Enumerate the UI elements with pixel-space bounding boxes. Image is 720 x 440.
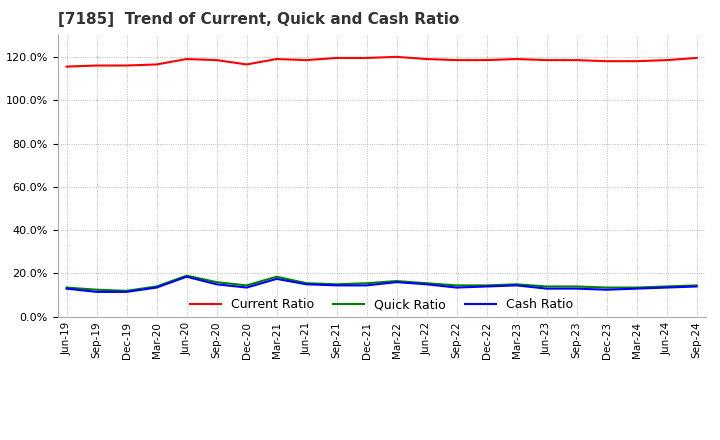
Quick Ratio: [542, 284, 551, 289]
Line: Cash Ratio: Cash Ratio: [66, 277, 697, 292]
Cash Ratio: [602, 287, 611, 292]
Legend: Current Ratio, Quick Ratio, Cash Ratio: Current Ratio, Quick Ratio, Cash Ratio: [185, 293, 578, 316]
Current Ratio: [572, 58, 581, 63]
Cash Ratio: [482, 284, 491, 289]
Quick Ratio: [662, 284, 671, 289]
Current Ratio: [212, 58, 221, 63]
Cash Ratio: [392, 279, 401, 285]
Quick Ratio: [212, 279, 221, 285]
Current Ratio: [542, 58, 551, 63]
Cash Ratio: [693, 284, 701, 289]
Quick Ratio: [122, 288, 131, 293]
Quick Ratio: [602, 285, 611, 290]
Quick Ratio: [272, 274, 281, 279]
Quick Ratio: [333, 282, 341, 287]
Current Ratio: [122, 63, 131, 68]
Cash Ratio: [452, 285, 461, 290]
Current Ratio: [153, 62, 161, 67]
Cash Ratio: [422, 282, 431, 287]
Cash Ratio: [182, 274, 191, 279]
Cash Ratio: [272, 276, 281, 282]
Quick Ratio: [153, 284, 161, 289]
Quick Ratio: [422, 281, 431, 286]
Quick Ratio: [62, 285, 71, 290]
Cash Ratio: [62, 286, 71, 291]
Current Ratio: [272, 56, 281, 62]
Current Ratio: [513, 56, 521, 62]
Quick Ratio: [182, 273, 191, 278]
Quick Ratio: [572, 284, 581, 289]
Cash Ratio: [542, 286, 551, 291]
Cash Ratio: [513, 283, 521, 288]
Line: Quick Ratio: Quick Ratio: [66, 275, 697, 291]
Quick Ratio: [362, 281, 371, 286]
Cash Ratio: [333, 283, 341, 288]
Current Ratio: [333, 55, 341, 61]
Quick Ratio: [92, 287, 101, 292]
Current Ratio: [662, 58, 671, 63]
Current Ratio: [92, 63, 101, 68]
Current Ratio: [242, 62, 251, 67]
Current Ratio: [693, 55, 701, 61]
Quick Ratio: [452, 283, 461, 288]
Quick Ratio: [632, 285, 641, 290]
Cash Ratio: [212, 282, 221, 287]
Cash Ratio: [632, 286, 641, 291]
Cash Ratio: [122, 289, 131, 294]
Current Ratio: [392, 54, 401, 59]
Cash Ratio: [302, 282, 311, 287]
Line: Current Ratio: Current Ratio: [66, 57, 697, 66]
Current Ratio: [482, 58, 491, 63]
Current Ratio: [422, 56, 431, 62]
Quick Ratio: [242, 283, 251, 288]
Quick Ratio: [513, 282, 521, 287]
Cash Ratio: [153, 285, 161, 290]
Quick Ratio: [482, 283, 491, 288]
Quick Ratio: [302, 281, 311, 286]
Cash Ratio: [362, 283, 371, 288]
Current Ratio: [302, 58, 311, 63]
Current Ratio: [182, 56, 191, 62]
Text: [7185]  Trend of Current, Quick and Cash Ratio: [7185] Trend of Current, Quick and Cash …: [58, 12, 459, 27]
Cash Ratio: [92, 289, 101, 294]
Current Ratio: [602, 59, 611, 64]
Quick Ratio: [693, 283, 701, 288]
Quick Ratio: [392, 279, 401, 284]
Current Ratio: [632, 59, 641, 64]
Current Ratio: [362, 55, 371, 61]
Cash Ratio: [572, 286, 581, 291]
Current Ratio: [452, 58, 461, 63]
Cash Ratio: [662, 285, 671, 290]
Cash Ratio: [242, 285, 251, 290]
Current Ratio: [62, 64, 71, 69]
